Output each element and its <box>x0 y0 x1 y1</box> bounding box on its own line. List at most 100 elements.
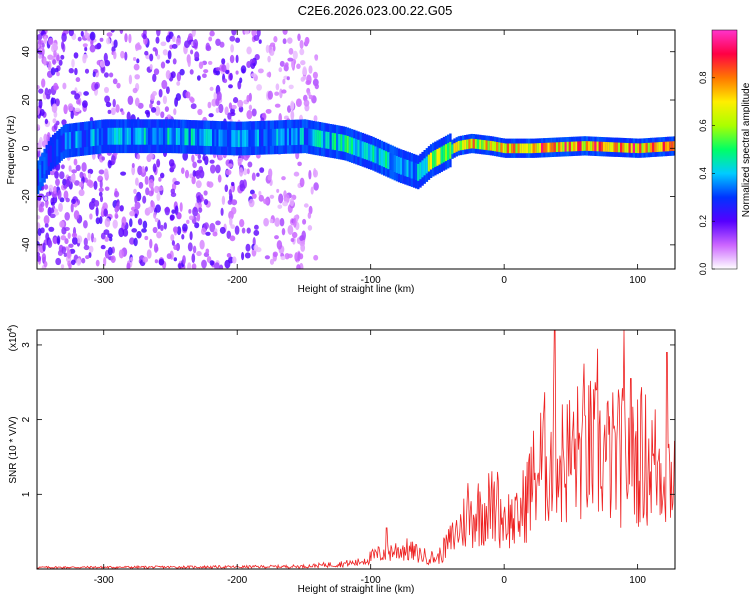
heatmap-noise-cell <box>209 30 215 37</box>
heatmap-noise-cell <box>219 41 225 48</box>
heatmap-ridge-cell <box>73 131 76 149</box>
heatmap-noise-cell <box>182 255 186 265</box>
heatmap-noise-cell <box>228 102 233 110</box>
heatmap-noise-cell <box>160 41 167 47</box>
heatmap-ridge-cell <box>489 140 493 151</box>
heatmap-noise-cell <box>162 49 168 56</box>
heatmap-noise-cell <box>171 43 178 49</box>
heatmap-noise-cell <box>263 217 269 227</box>
heatmap-ridge-cell <box>449 141 452 159</box>
heatmap-noise-cell <box>247 161 253 168</box>
heatmap-noise-cell <box>172 226 179 233</box>
heatmap-ridge-cell <box>96 128 100 146</box>
heatmap-ridge-cell <box>306 128 309 146</box>
heatmap-noise-cell <box>313 254 319 261</box>
heatmap-noise-cell <box>269 258 275 265</box>
heatmap-noise-cell <box>246 227 251 234</box>
heatmap-ridge-cell <box>41 161 44 178</box>
heatmap-ridge-cell <box>361 141 364 159</box>
heatmap-ridge-cell <box>152 127 155 145</box>
heatmap-ridge-cell <box>385 151 388 169</box>
heatmap-noise-cell <box>115 104 120 113</box>
heatmap-noise-cell <box>266 72 270 77</box>
heatmap-noise-cell <box>209 159 215 164</box>
heatmap-noise-cell <box>188 209 192 214</box>
colorbar-ticks: 0.0 0.2 0.4 0.6 0.8 <box>698 72 715 275</box>
heatmap-noise-cell <box>98 169 105 175</box>
heatmap-noise-cell <box>221 64 227 73</box>
heatmap-ridge-cell <box>220 129 224 147</box>
heatmap-ridge-cell <box>81 130 85 148</box>
heatmap-noise-cell <box>302 66 307 76</box>
heatmap-ridge-cell <box>107 127 110 145</box>
heatmap-noise-cell <box>287 57 294 62</box>
heatmap-noise-cell <box>280 255 286 261</box>
heatmap-ridge-cell <box>664 141 668 152</box>
heatmap-noise-cell <box>73 180 80 186</box>
heatmap-noise-cell <box>134 195 138 204</box>
heatmap-noise-cell <box>70 203 74 213</box>
heatmap-noise-cell <box>231 30 237 36</box>
heatmap-noise-cell <box>155 36 160 44</box>
heatmap-ridge-cell <box>410 161 414 179</box>
heatmap-ridge-cell <box>259 129 262 147</box>
heatmap-ridge-cell <box>643 143 646 153</box>
heatmap-noise-cell <box>110 107 116 116</box>
heatmap-ridge-cell <box>509 143 512 154</box>
heatmap-noise-cell <box>83 245 90 251</box>
heatmap-ridge-cell <box>577 141 580 152</box>
heatmap-noise-cell <box>71 198 76 205</box>
heatmap-noise-cell <box>207 60 213 65</box>
heatmap-noise-cell <box>131 162 135 169</box>
heatmap-ridge-cell <box>79 130 83 148</box>
heatmap-noise-cell <box>188 96 194 102</box>
heatmap-noise-cell <box>132 56 137 62</box>
heatmap-noise-cell <box>282 78 286 85</box>
heatmap-noise-cell <box>37 124 41 130</box>
heatmap-ridge-cell <box>156 127 159 145</box>
heatmap-noise-cell <box>48 37 54 46</box>
heatmap-noise-cell <box>37 215 41 220</box>
heatmap-noise-cell <box>129 210 136 217</box>
heatmap-ridge-cell <box>440 146 443 164</box>
heatmap-noise-cell <box>197 108 203 116</box>
heatmap-ridge-cell <box>459 140 463 151</box>
heatmap-ridge-cell <box>98 128 102 146</box>
heatmap-ridge-cell <box>613 142 616 153</box>
heatmap-ridge-cell <box>370 144 373 162</box>
heatmap-ridge-cell <box>301 127 305 145</box>
heatmap-noise-cell <box>214 262 220 269</box>
heatmap-noise-cell <box>209 222 216 233</box>
heatmap-ridge-cell <box>350 137 354 155</box>
heatmap-ridge-cell <box>620 142 623 153</box>
heatmap-ridge-cell <box>265 129 268 147</box>
heatmap-ridge-cell <box>244 129 247 147</box>
heatmap-noise-cell <box>121 110 125 116</box>
heatmap-noise-cell <box>82 54 87 64</box>
heatmap-ridge-cell <box>169 127 172 145</box>
heatmap-noise-cell <box>290 110 295 121</box>
heatmap-noise-cell <box>81 162 87 172</box>
heatmap-noise-cell <box>51 103 58 114</box>
heatmap-noise-cell <box>303 203 309 208</box>
heatmap-noise-cell <box>278 193 284 204</box>
heatmap-noise-cell <box>193 39 199 49</box>
heatmap-noise-cell <box>249 58 256 64</box>
heatmap-noise-cell <box>191 176 196 185</box>
heatmap-noise-cell <box>205 231 211 236</box>
heatmap-ridge-cell <box>160 127 164 145</box>
heatmap-noise-cell <box>116 82 121 89</box>
heatmap-ridge-cell <box>143 127 147 145</box>
heatmap-ridge-cell <box>374 146 377 164</box>
heatmap-ridge-cell <box>77 130 80 148</box>
heatmap-ridge-cell <box>641 143 644 153</box>
figure-title: C2E6.2026.023.00.22.G05 <box>298 3 453 18</box>
heatmap-ridge-cell <box>647 142 651 153</box>
heatmap-ridge-cell <box>485 140 488 151</box>
heatmap-noise-cell <box>246 60 252 69</box>
heatmap-noise-cell <box>153 211 157 219</box>
heatmap-ridge-cell <box>218 129 221 147</box>
heatmap-noise-cell <box>207 101 212 109</box>
heatmap-noise-cell <box>85 255 90 260</box>
heatmap-noise-cell <box>56 235 61 245</box>
